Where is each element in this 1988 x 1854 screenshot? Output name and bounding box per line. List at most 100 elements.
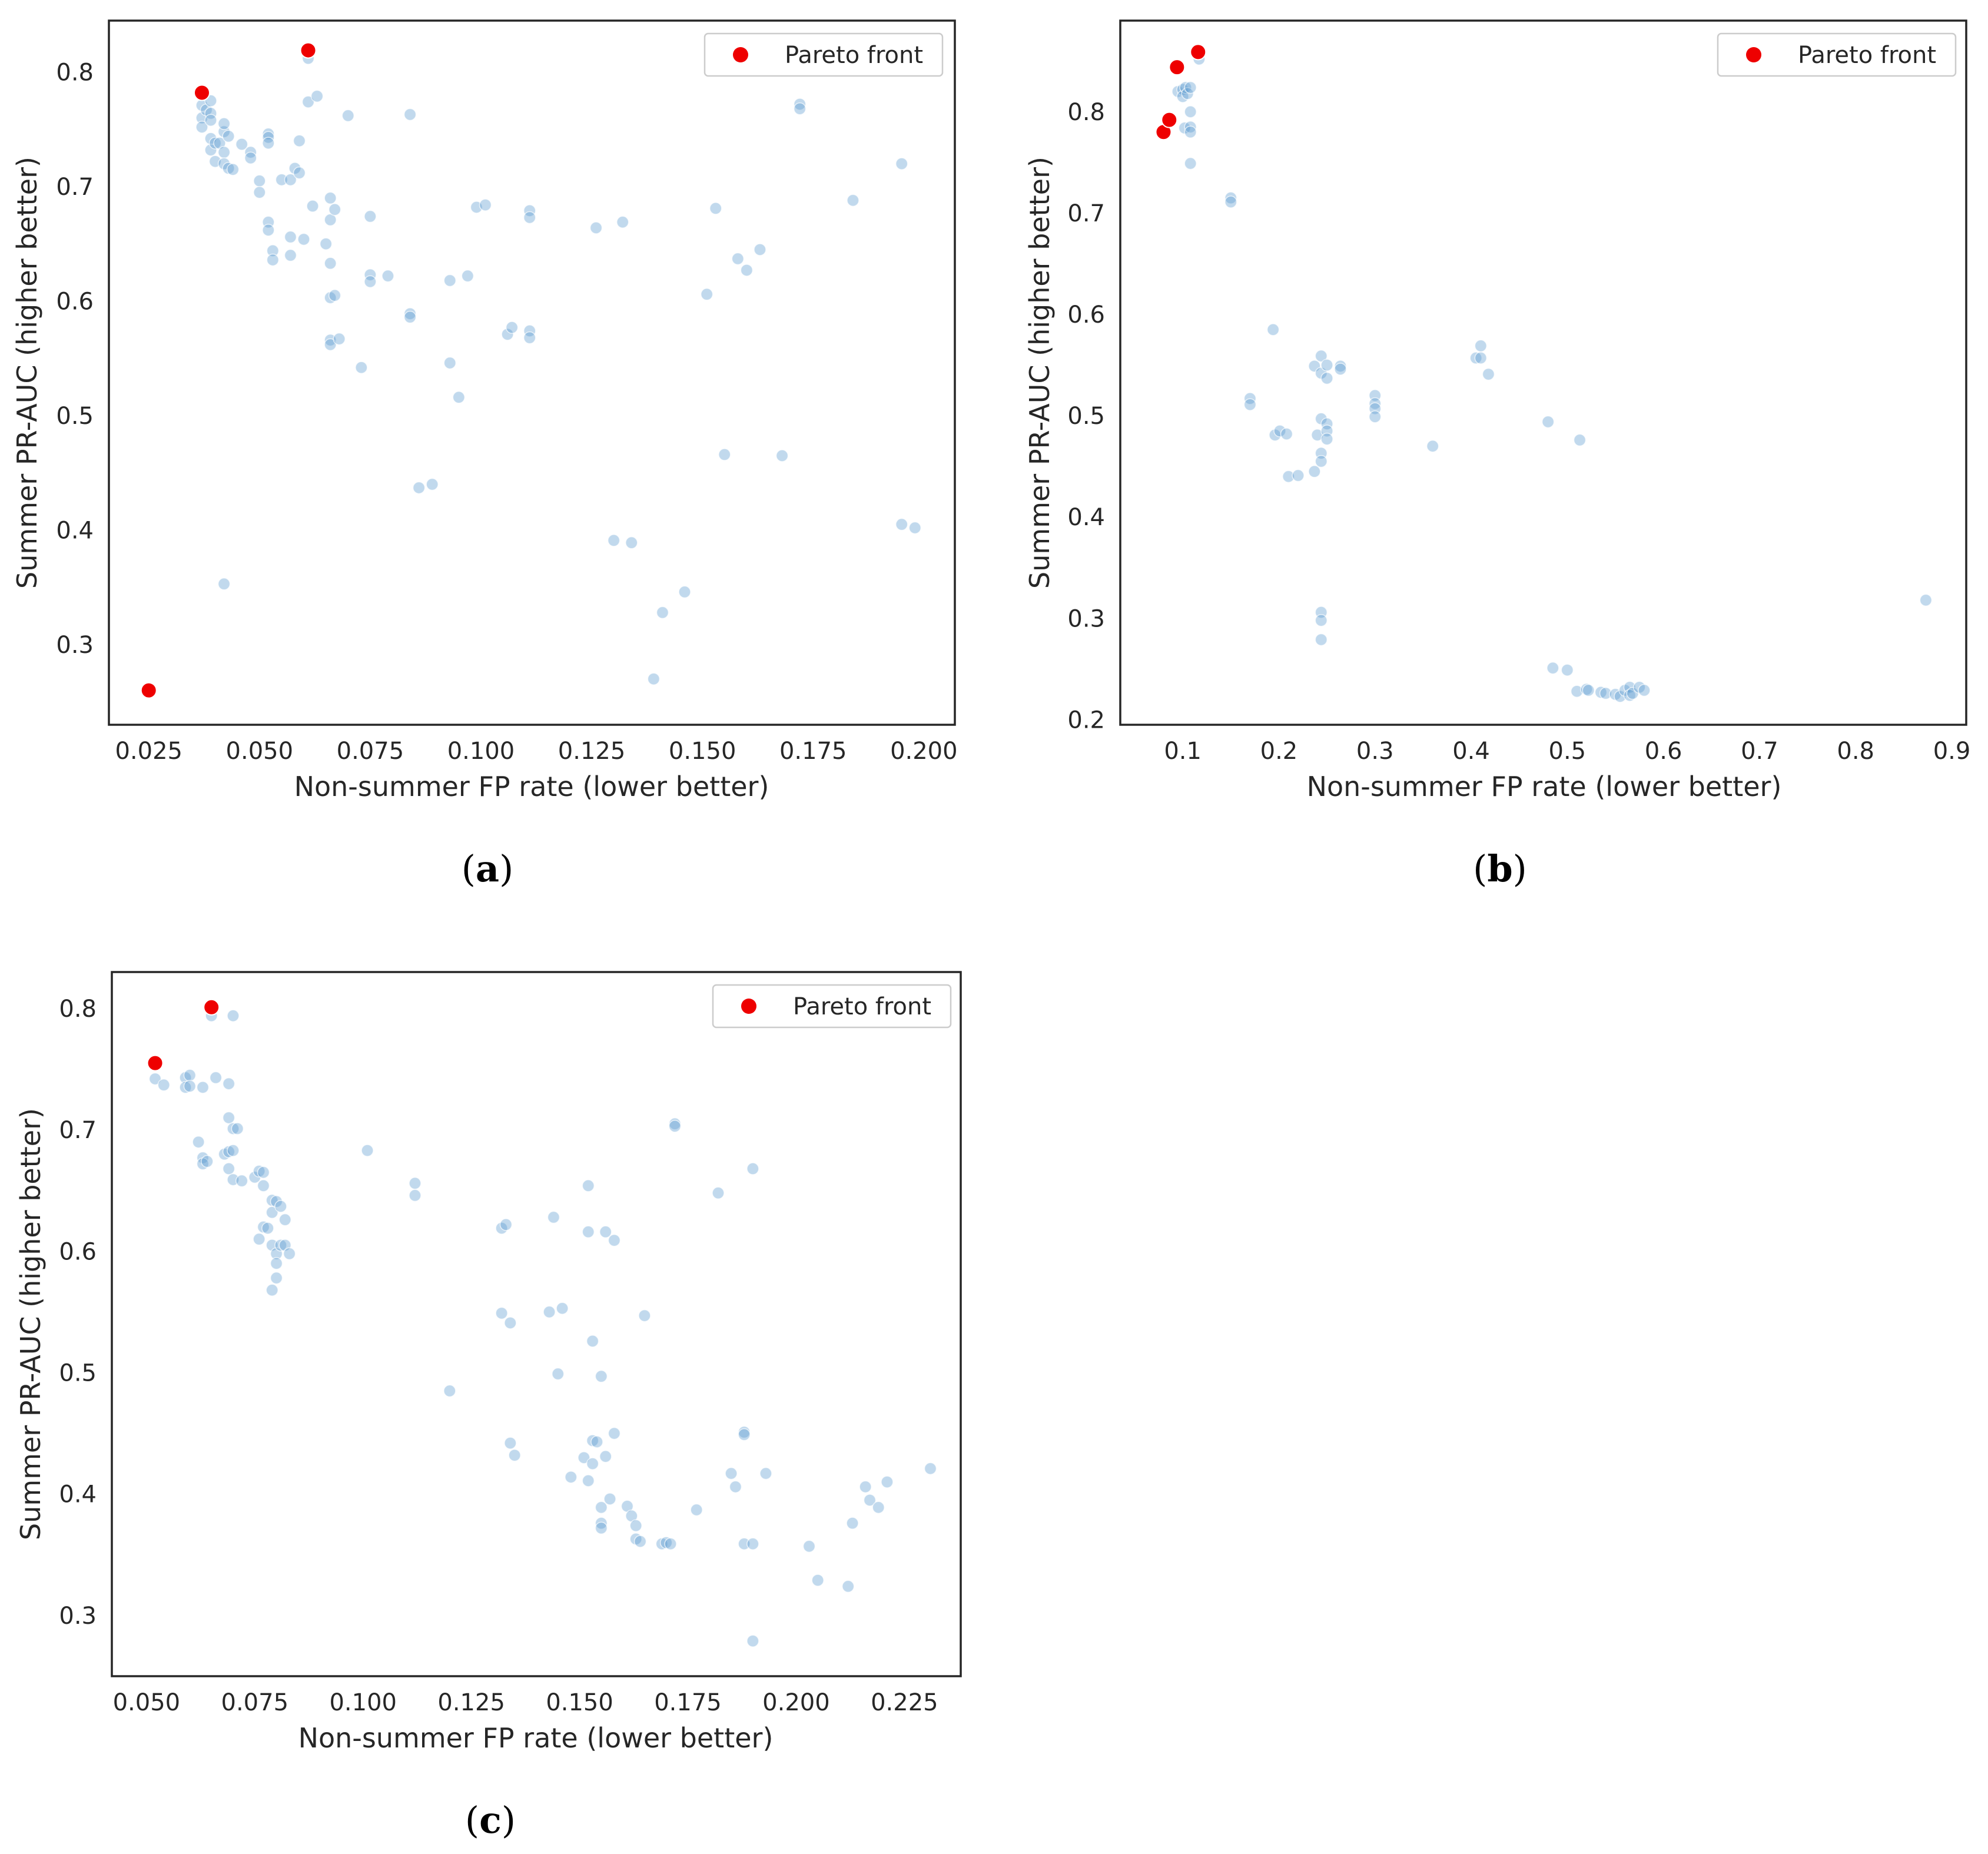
panel-a-data-point xyxy=(333,332,346,346)
panel-c-y-tick-label: 0.5 xyxy=(59,1359,97,1387)
panel-c-data-point xyxy=(655,1537,669,1550)
panel-b-legend-box xyxy=(1717,32,1957,77)
panel-a-data-point xyxy=(589,221,603,234)
panel-c-data-point xyxy=(148,1072,162,1086)
panel-c-data-point xyxy=(196,1081,210,1094)
panel-c-data-point xyxy=(738,1428,751,1441)
panel-c-data-point xyxy=(629,1519,642,1533)
panel-b-data-point xyxy=(1582,684,1595,697)
panel-b-data-point xyxy=(1184,125,1197,139)
panel-a-data-point xyxy=(443,274,457,287)
panel-c-plot-area xyxy=(111,971,962,1677)
panel-c-data-point xyxy=(261,1222,274,1235)
panel-a-legend: Pareto front xyxy=(703,32,944,77)
panel-b-legend-marker xyxy=(1746,47,1761,62)
panel-c-data-point xyxy=(712,1186,725,1200)
panel-c-data-point xyxy=(443,1384,456,1398)
panel-a-x-tick-label: 0.175 xyxy=(779,738,847,765)
panel-c-data-point xyxy=(859,1480,872,1494)
panel-c-data-point xyxy=(659,1536,673,1549)
panel-c-caption: (c) xyxy=(465,1799,516,1842)
panel-a-caption-letter: a xyxy=(476,847,499,890)
panel-c-data-point xyxy=(508,1448,521,1462)
panel-a-data-point xyxy=(208,137,222,150)
panel-c-data-point xyxy=(582,1474,595,1487)
panel-c-data-point xyxy=(183,1069,197,1082)
panel-c-data-point xyxy=(872,1501,885,1514)
panel-a-data-point xyxy=(678,585,691,599)
panel-a-data-point xyxy=(412,481,426,495)
panel-c-data-point xyxy=(746,1537,759,1550)
panel-c-data-point xyxy=(253,1165,265,1178)
panel-c-data-point xyxy=(599,1450,612,1463)
panel-b-legend: Pareto front xyxy=(1717,32,1957,77)
panel-a-data-point xyxy=(793,98,807,111)
panel-c-data-point xyxy=(227,1122,240,1135)
panel-a-data-point xyxy=(364,268,377,281)
panel-a-y-tick-label: 0.3 xyxy=(56,632,94,659)
panel-b-data-point xyxy=(1573,433,1587,447)
panel-c-data-point xyxy=(235,1174,248,1188)
panel-a-data-point xyxy=(647,672,661,685)
panel-c-data-point xyxy=(846,1517,859,1530)
panel-c-data-point xyxy=(257,1179,270,1192)
panel-b-data-point xyxy=(1184,81,1197,94)
panel-a-data-point xyxy=(328,203,341,216)
panel-c-x-tick-label: 0.150 xyxy=(546,1689,613,1716)
panel-b-data-point xyxy=(1266,323,1280,336)
panel-c-data-point xyxy=(231,1122,244,1135)
panel-a-data-point xyxy=(217,157,231,170)
panel-b-x-tick-label: 0.6 xyxy=(1645,738,1682,765)
panel-a-data-point xyxy=(253,185,266,199)
panel-c-data-point xyxy=(746,1634,759,1647)
panel-c-x-tick-label: 0.100 xyxy=(329,1689,397,1716)
panel-c-x-tick-labels: 0.050 0.075 0.100 0.125 0.150 0.175 0.200 0.225 xyxy=(113,1689,938,1716)
panel-a-y-tick-label: 0.5 xyxy=(56,403,94,430)
panel-a-data-point xyxy=(523,324,536,337)
panel-c-y-tick-labels: 0.3 0.4 0.5 0.6 0.7 0.8 xyxy=(59,996,97,1630)
panel-c-data-point xyxy=(183,1080,197,1093)
panel-c-data-point xyxy=(274,1239,287,1252)
panel-a-data-point xyxy=(355,361,368,374)
panel-b-points xyxy=(1155,44,1933,703)
panel-c-data-point xyxy=(556,1302,569,1315)
panel-c-data-point xyxy=(543,1305,556,1319)
panel-a-legend-marker xyxy=(733,47,748,62)
panel-a-data-point xyxy=(284,230,297,244)
panel-c-data-point xyxy=(608,1233,621,1247)
panel-b-y-tick-label: 0.5 xyxy=(1067,403,1105,430)
panel-a-data-point xyxy=(607,534,620,547)
panel-a-y-tick-label: 0.4 xyxy=(56,517,94,544)
panel-b-y-tick-label: 0.6 xyxy=(1067,301,1105,329)
panel-b-data-point xyxy=(1181,87,1194,100)
panel-c-pareto-point xyxy=(147,1054,164,1072)
panel-c-data-point xyxy=(586,1434,599,1447)
panel-b-data-point xyxy=(1320,417,1333,430)
panel-c-data-point xyxy=(222,1077,235,1090)
panel-b-data-point xyxy=(1546,661,1559,675)
panel-b-pareto-point xyxy=(1161,111,1178,128)
panel-a-data-point xyxy=(262,224,275,237)
panel-b-x-tick-label: 0.9 xyxy=(1933,738,1971,765)
panel-b-data-point xyxy=(1320,359,1333,372)
panel-c-legend-label: Pareto front xyxy=(793,993,931,1020)
panel-c-data-point xyxy=(595,1517,608,1530)
panel-a-data-point xyxy=(718,448,731,461)
panel-b-y-axis-label: Summer PR-AUC (higher better) xyxy=(1024,157,1056,589)
panel-a-data-point xyxy=(244,151,257,165)
panel-a-y-tick-label: 0.6 xyxy=(56,288,94,315)
panel-a-data-point xyxy=(731,252,745,266)
panel-c-data-point xyxy=(201,1155,214,1168)
panel-b-data-point xyxy=(1280,427,1293,440)
panel-c-caption-letter: c xyxy=(479,1799,502,1842)
panel-b-plot-area xyxy=(1119,19,1967,726)
panel-c-x-tick-label: 0.050 xyxy=(113,1689,181,1716)
panel-a-x-tick-label: 0.200 xyxy=(890,738,958,765)
panel-b-data-point xyxy=(1224,191,1237,204)
panel-c-data-point xyxy=(595,1369,608,1383)
panel-a-data-point xyxy=(505,321,519,334)
panel-c-legend-box xyxy=(712,984,952,1029)
panel-b-x-tick-label: 0.5 xyxy=(1549,738,1587,765)
panel-b-caption-letter: b xyxy=(1487,847,1512,890)
panel-b-data-point xyxy=(1474,351,1488,364)
